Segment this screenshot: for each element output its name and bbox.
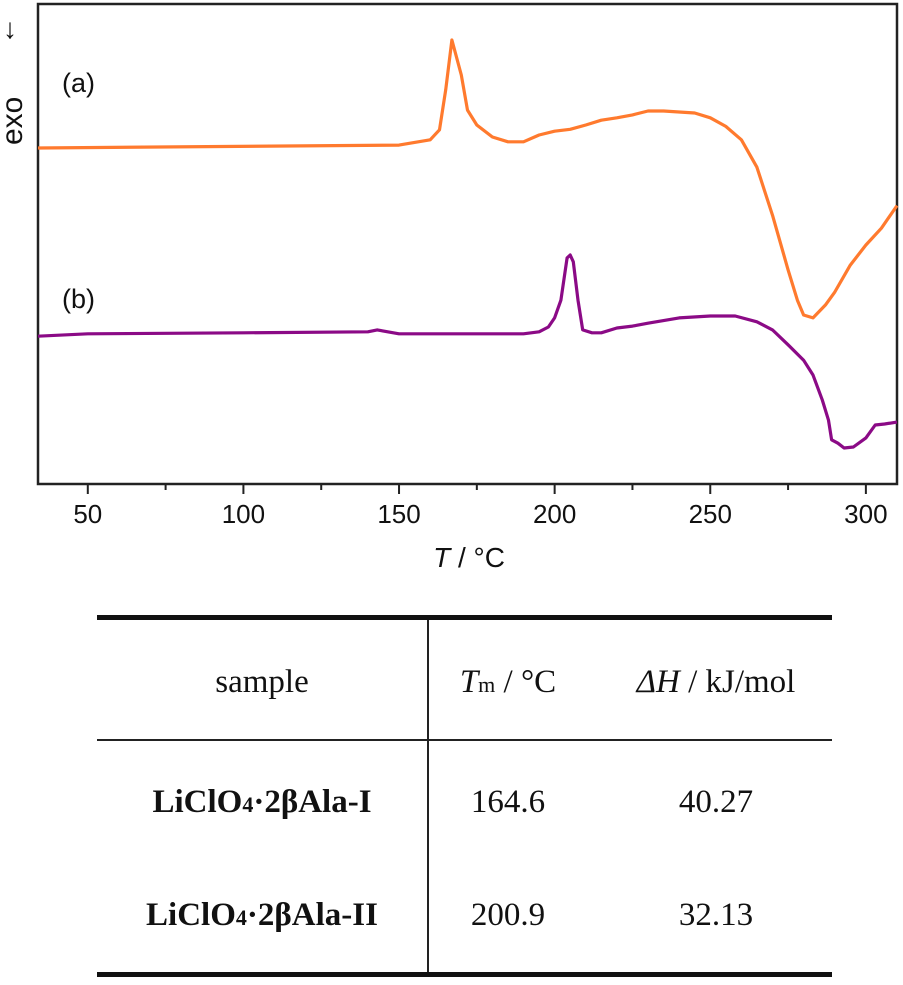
dh-symbol: ΔH <box>636 664 680 700</box>
series-label-b: (b) <box>62 284 95 314</box>
sample-suffix: ·2βAla-II <box>246 897 378 933</box>
x-tick-label: 150 <box>377 499 420 529</box>
x-tick-label: 250 <box>689 499 732 529</box>
row-2-dh: 32.13 <box>678 897 754 933</box>
table-column-divider <box>427 620 429 972</box>
table-bottom-rule <box>97 972 832 977</box>
dh-unit: / kJ/mol <box>679 664 796 700</box>
x-tick-label: 100 <box>222 499 265 529</box>
y-arrow-icon: ↓ <box>3 13 17 44</box>
tm-subscript: m <box>478 672 496 697</box>
x-axis-unit: / °C <box>450 542 505 573</box>
row-2-tm: 200.9 <box>470 897 546 933</box>
tm-symbol: T <box>459 664 479 700</box>
sample-suffix: ·2βAla-I <box>253 784 372 820</box>
row-1-dh: 40.27 <box>678 784 754 820</box>
x-axis-symbol: T <box>433 542 452 573</box>
row-1-tm: 164.6 <box>470 784 546 820</box>
x-tick-label: 300 <box>844 499 887 529</box>
row-1-sample: LiClO4·2βAla-I <box>97 784 427 821</box>
plot-frame <box>36 2 899 486</box>
sample-name: LiClO <box>152 784 243 820</box>
series-label-a: (a) <box>62 68 95 98</box>
sample-subscript: 4 <box>235 905 247 930</box>
row-2-sample: LiClO4·2βAla-II <box>97 897 427 934</box>
x-tick-label: 200 <box>533 499 576 529</box>
header-sample: sample <box>215 664 309 700</box>
table-header-rule <box>97 739 832 741</box>
tm-unit: / °C <box>495 664 557 700</box>
x-axis-label: T / °C <box>433 542 505 573</box>
sample-name: LiClO <box>146 897 236 933</box>
series-line-b <box>37 253 898 450</box>
sample-subscript: 4 <box>242 792 254 817</box>
header-dh: ΔH / kJ/mol <box>600 664 832 701</box>
dsc-chart: 50 100 150 200 250 300 (a) (b) ↓ exo T / °C <box>0 2 899 573</box>
x-tick-label: 50 <box>73 499 102 529</box>
y-axis-label: exo <box>0 97 29 145</box>
table-top-rule <box>97 615 832 620</box>
header-tm: Tm / °C <box>428 664 588 701</box>
series-line-a <box>37 38 899 320</box>
